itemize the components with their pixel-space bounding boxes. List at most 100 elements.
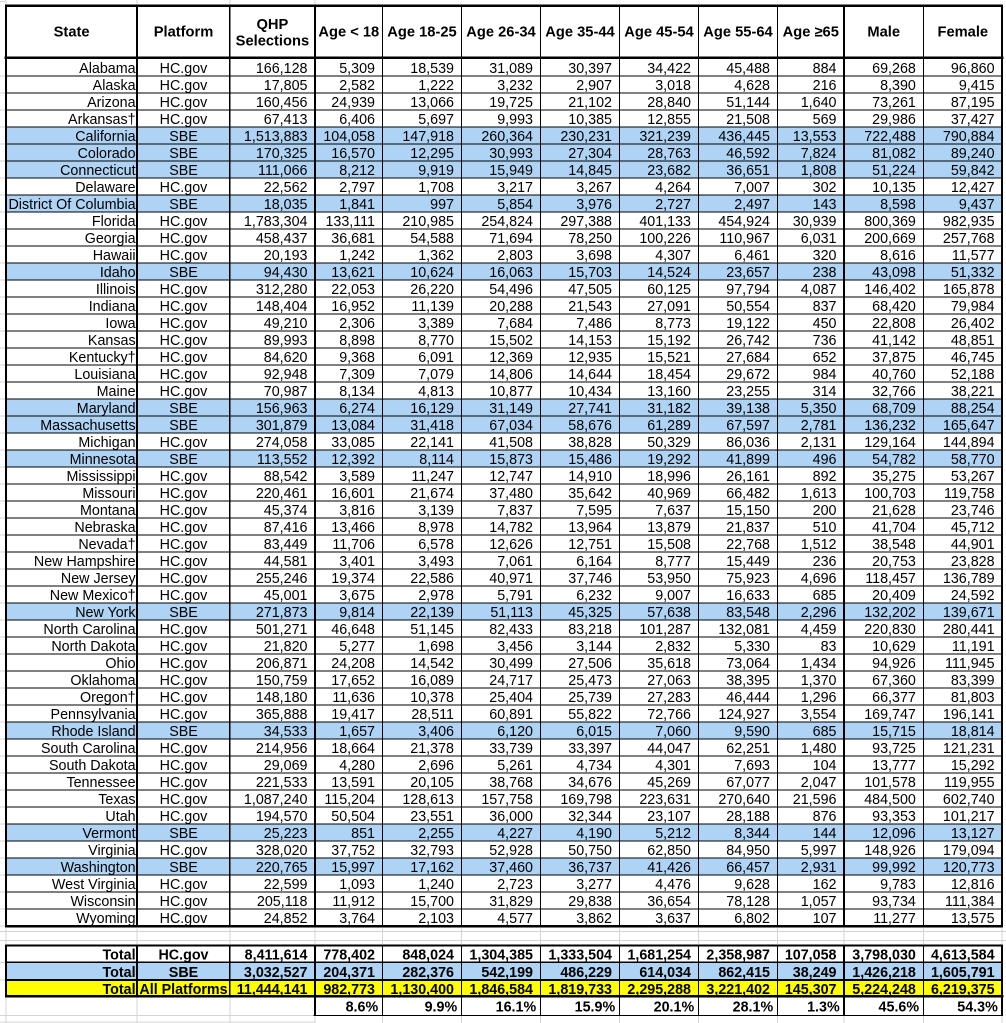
svg-text:119,758: 119,758: [944, 486, 995, 502]
svg-text:16,063: 16,063: [489, 265, 533, 281]
svg-text:51,113: 51,113: [490, 605, 533, 621]
svg-text:Rhode Island: Rhode Island: [51, 724, 135, 740]
svg-text:200: 200: [813, 503, 837, 519]
svg-text:Age 55-64: Age 55-64: [703, 25, 773, 41]
svg-text:88,542: 88,542: [264, 469, 308, 485]
svg-text:8,411,614: 8,411,614: [245, 948, 308, 964]
svg-text:10,434: 10,434: [568, 384, 612, 400]
svg-text:111,945: 111,945: [945, 656, 995, 672]
svg-text:486,229: 486,229: [560, 965, 612, 981]
svg-text:SBE: SBE: [169, 401, 198, 417]
svg-text:10,385: 10,385: [568, 112, 612, 128]
svg-text:HC.gov: HC.gov: [160, 214, 209, 230]
svg-text:1,613: 1,613: [801, 486, 837, 502]
svg-text:26,161: 26,161: [726, 469, 770, 485]
svg-text:1,808: 1,808: [801, 163, 837, 179]
svg-text:21,508: 21,508: [726, 112, 770, 128]
svg-text:South Carolina: South Carolina: [41, 741, 136, 757]
svg-text:8,134: 8,134: [339, 384, 375, 400]
svg-text:21,543: 21,543: [568, 299, 612, 315]
svg-text:2,295,288: 2,295,288: [627, 982, 691, 998]
svg-text:3,589: 3,589: [339, 469, 375, 485]
svg-text:9,919: 9,919: [418, 163, 454, 179]
svg-text:1,304,385: 1,304,385: [469, 948, 533, 964]
svg-text:1,333,504: 1,333,504: [548, 948, 612, 964]
svg-text:542,199: 542,199: [481, 965, 533, 981]
svg-text:2,727: 2,727: [655, 197, 691, 213]
svg-text:8.6%: 8.6%: [346, 1000, 379, 1016]
svg-text:1.3%: 1.3%: [807, 1000, 840, 1016]
svg-text:36,654: 36,654: [647, 894, 691, 910]
svg-text:1,783,304: 1,783,304: [244, 214, 308, 230]
svg-text:HC.gov: HC.gov: [160, 112, 209, 128]
svg-text:3,277: 3,277: [576, 877, 612, 893]
svg-text:136,789: 136,789: [943, 571, 995, 587]
svg-text:45,325: 45,325: [568, 605, 612, 621]
svg-text:1,093: 1,093: [339, 877, 375, 893]
svg-text:20,193: 20,193: [264, 248, 308, 264]
svg-text:220,830: 220,830: [864, 622, 916, 638]
svg-text:194,570: 194,570: [256, 809, 308, 825]
svg-text:40,969: 40,969: [647, 486, 691, 502]
svg-text:18,814: 18,814: [951, 724, 995, 740]
svg-text:12,751: 12,751: [568, 537, 612, 553]
svg-text:HC.gov: HC.gov: [160, 639, 209, 655]
svg-text:54,588: 54,588: [410, 231, 454, 247]
svg-text:36,000: 36,000: [489, 809, 533, 825]
svg-text:61,289: 61,289: [647, 418, 691, 434]
svg-text:35,618: 35,618: [647, 656, 691, 672]
svg-text:147,918: 147,918: [402, 129, 454, 145]
svg-text:8,616: 8,616: [880, 248, 916, 264]
svg-text:17,652: 17,652: [331, 673, 375, 689]
svg-text:10,877: 10,877: [489, 384, 533, 400]
svg-text:86,036: 86,036: [726, 435, 770, 451]
svg-text:40,971: 40,971: [489, 571, 533, 587]
svg-text:501,271: 501,271: [256, 622, 308, 638]
svg-text:14,524: 14,524: [647, 265, 691, 281]
svg-text:38,828: 38,828: [568, 435, 612, 451]
svg-text:132,202: 132,202: [864, 605, 916, 621]
svg-text:37,460: 37,460: [489, 860, 533, 876]
svg-text:11,139: 11,139: [411, 299, 454, 315]
svg-text:20.1%: 20.1%: [654, 1000, 695, 1016]
svg-text:2,255: 2,255: [418, 826, 454, 842]
svg-text:HC.gov: HC.gov: [160, 809, 209, 825]
svg-text:44,901: 44,901: [951, 537, 995, 553]
svg-text:11,444,141: 11,444,141: [237, 982, 308, 998]
svg-text:SBE: SBE: [169, 965, 198, 981]
svg-text:26,220: 26,220: [410, 282, 454, 298]
svg-text:28,763: 28,763: [647, 146, 691, 162]
svg-text:HC.gov: HC.gov: [160, 316, 209, 332]
svg-text:205,118: 205,118: [257, 894, 308, 910]
svg-text:1,130,400: 1,130,400: [390, 982, 454, 998]
svg-text:3,493: 3,493: [418, 554, 454, 570]
svg-text:Oregon†: Oregon†: [80, 690, 136, 706]
svg-text:54,782: 54,782: [872, 452, 916, 468]
svg-text:14,910: 14,910: [568, 469, 612, 485]
svg-text:3,232: 3,232: [497, 78, 533, 94]
svg-text:78,250: 78,250: [568, 231, 612, 247]
svg-text:44,047: 44,047: [647, 741, 691, 757]
svg-text:257,768: 257,768: [943, 231, 995, 247]
svg-text:HC.gov: HC.gov: [160, 690, 209, 706]
svg-text:6,232: 6,232: [576, 588, 612, 604]
svg-text:93,734: 93,734: [872, 894, 916, 910]
svg-text:8,114: 8,114: [419, 452, 454, 468]
svg-text:722,488: 722,488: [864, 129, 916, 145]
svg-text:70,987: 70,987: [264, 384, 308, 400]
svg-text:8,773: 8,773: [655, 316, 691, 332]
svg-text:6,406: 6,406: [339, 112, 375, 128]
svg-text:47,505: 47,505: [568, 282, 612, 298]
svg-text:25,473: 25,473: [568, 673, 612, 689]
svg-text:73,261: 73,261: [872, 95, 916, 111]
svg-text:179,094: 179,094: [943, 843, 995, 859]
svg-text:17,162: 17,162: [410, 860, 454, 876]
svg-text:25,223: 25,223: [264, 826, 308, 842]
svg-text:16,089: 16,089: [410, 673, 454, 689]
svg-text:12,935: 12,935: [568, 350, 612, 366]
svg-text:15,192: 15,192: [647, 333, 691, 349]
svg-text:32,766: 32,766: [872, 384, 916, 400]
svg-text:260,364: 260,364: [481, 129, 533, 145]
svg-text:HC.gov: HC.gov: [160, 61, 209, 77]
svg-text:66,457: 66,457: [726, 860, 770, 876]
